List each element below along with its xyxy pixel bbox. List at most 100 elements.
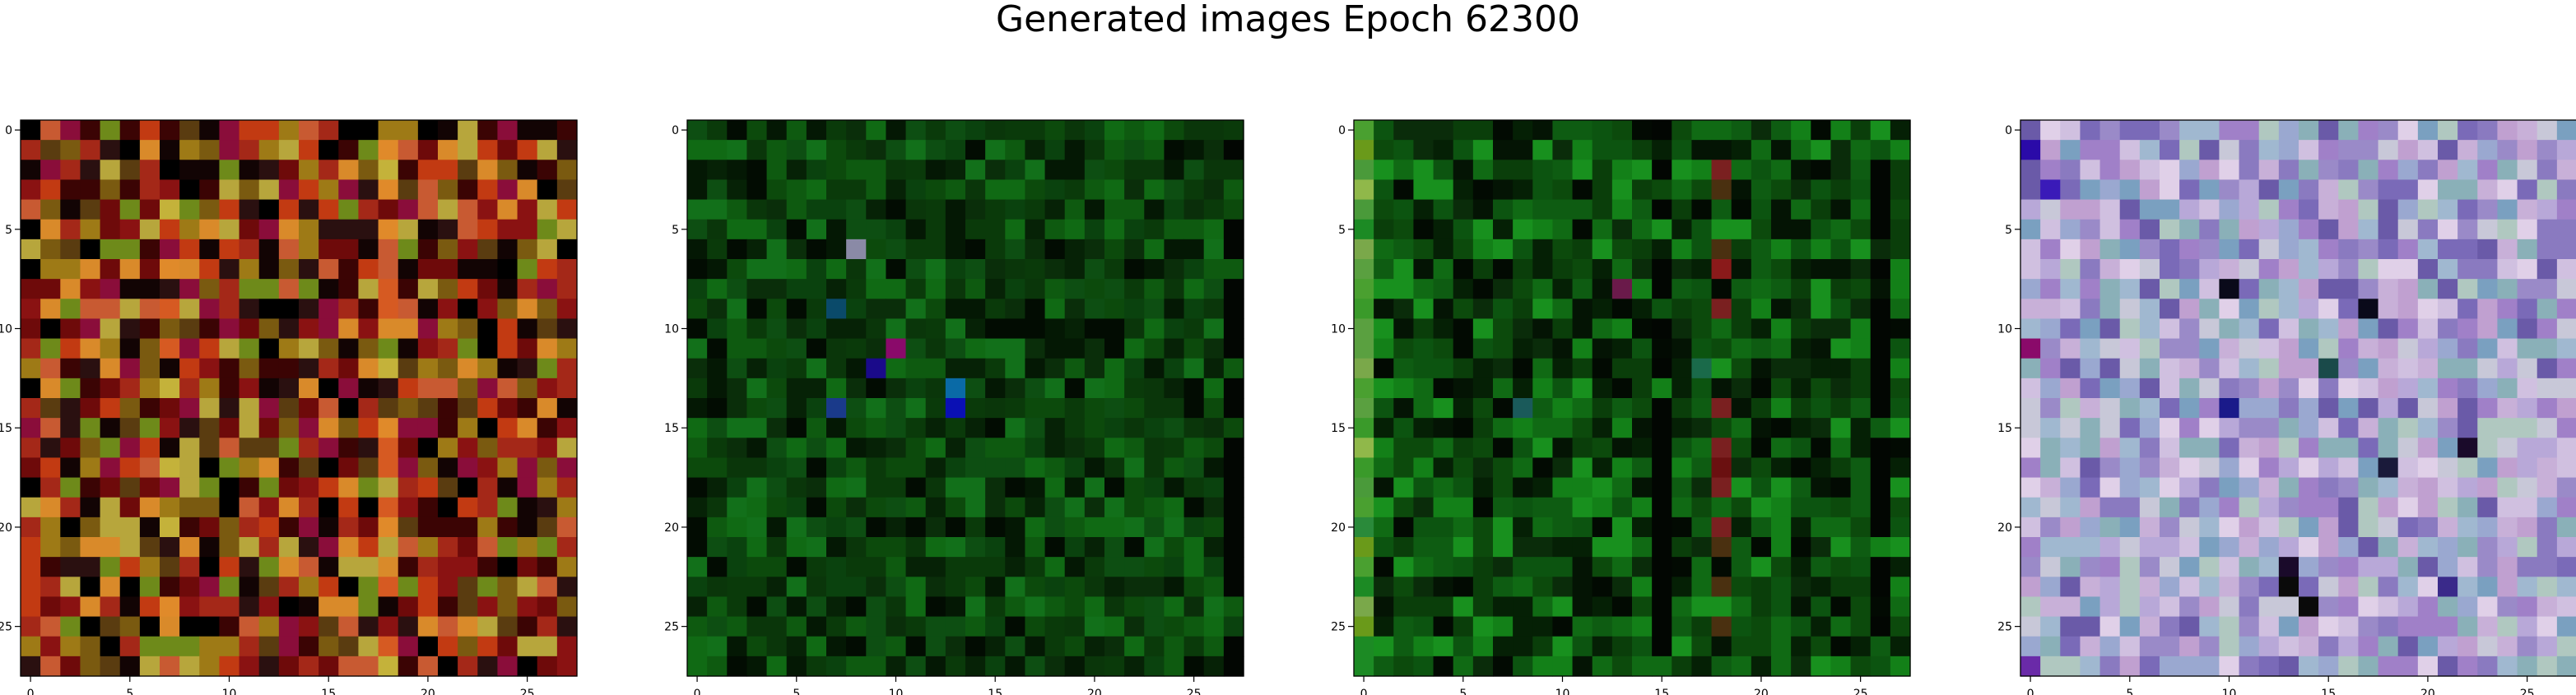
y-tick-label: 25 <box>1331 621 1346 634</box>
heatmap-cell <box>1751 497 1772 518</box>
heatmap-cell <box>179 636 200 657</box>
heatmap-cell <box>2517 239 2538 260</box>
heatmap-cell <box>2378 636 2399 657</box>
heatmap-cell <box>1811 259 1832 280</box>
heatmap-cell <box>100 219 121 240</box>
heatmap-cell <box>2258 358 2280 379</box>
heatmap-cell <box>1731 239 1752 260</box>
heatmap-cell <box>2299 596 2319 618</box>
heatmap-cell <box>299 338 319 359</box>
heatmap-cell <box>319 537 339 558</box>
heatmap-cell <box>2397 140 2419 160</box>
heatmap-cell <box>746 596 768 618</box>
heatmap-cell <box>1124 636 1145 657</box>
heatmap-cell <box>1811 378 1832 399</box>
heatmap-cell <box>2417 179 2439 201</box>
heatmap-cell <box>417 378 439 399</box>
heatmap-cell <box>2278 596 2299 618</box>
heatmap-cell <box>2397 577 2419 598</box>
heatmap-cell <box>766 378 788 399</box>
heatmap-cell <box>278 199 300 220</box>
heatmap-cell <box>517 199 538 220</box>
heatmap-cell <box>1144 457 1165 479</box>
heatmap-cell <box>219 318 240 340</box>
heatmap-cell <box>40 596 61 618</box>
heatmap-cell <box>21 358 41 379</box>
heatmap-cell <box>1124 338 1145 359</box>
heatmap-cell <box>60 577 81 598</box>
heatmap-cell <box>2477 537 2499 558</box>
heatmap-cell <box>1025 418 1046 438</box>
heatmap-cell <box>1811 299 1832 320</box>
heatmap-cell <box>1453 497 1474 518</box>
heatmap-cell <box>1493 378 1514 399</box>
heatmap-cell <box>2358 279 2379 299</box>
heatmap-cell <box>2457 239 2478 260</box>
heatmap-cell <box>1005 179 1026 201</box>
heatmap-cell <box>2258 279 2280 299</box>
heatmap-cell <box>398 239 419 260</box>
heatmap-cell <box>2477 477 2499 498</box>
heatmap-cell <box>2517 557 2538 577</box>
heatmap-cell <box>2318 199 2339 220</box>
heatmap-cell <box>766 616 788 637</box>
heatmap-cell <box>1025 120 1046 141</box>
heatmap-cell <box>1104 477 1125 498</box>
heatmap-cell <box>1552 160 1574 181</box>
heatmap-cell <box>1124 557 1145 577</box>
heatmap-cell <box>239 636 260 657</box>
heatmap-cell <box>139 259 160 280</box>
heatmap-cell <box>1223 279 1244 299</box>
heatmap-cell <box>1611 577 1633 598</box>
heatmap-cell <box>1164 338 1185 359</box>
heatmap-cell <box>1830 636 1852 657</box>
heatmap-cell <box>2239 616 2260 637</box>
heatmap-cell <box>945 160 966 181</box>
heatmap-cell <box>1453 279 1474 299</box>
heatmap-cell <box>2080 378 2101 399</box>
heatmap-cell <box>1771 398 1792 419</box>
heatmap-cell <box>119 398 141 419</box>
heatmap-cell <box>1711 140 1732 160</box>
heatmap-cell <box>2358 299 2379 320</box>
heatmap-cell <box>1164 179 1185 201</box>
heatmap-cell <box>1183 299 1205 320</box>
heatmap-cell <box>517 577 538 598</box>
heatmap-cell <box>2278 517 2299 538</box>
heatmap-cell <box>1890 418 1911 438</box>
heatmap-cell <box>1632 497 1653 518</box>
heatmap-cell <box>1044 179 1066 201</box>
heatmap-cell <box>1870 120 1891 141</box>
heatmap-cell <box>139 338 160 359</box>
x-tick-label: 20 <box>421 688 435 695</box>
heatmap-cell <box>537 438 558 459</box>
heatmap-cell <box>826 557 847 577</box>
heatmap-cell <box>965 140 986 160</box>
heatmap-cell <box>358 537 379 558</box>
heatmap-cell <box>21 398 41 419</box>
heatmap-cell <box>2318 616 2339 637</box>
heatmap-cell <box>2239 438 2260 459</box>
heatmap-cell <box>1513 577 1533 598</box>
heatmap-cell <box>2438 438 2458 459</box>
heatmap-cell <box>319 358 339 379</box>
heatmap-cell <box>1084 338 1105 359</box>
y-tick-label: 15 <box>1997 422 2012 435</box>
heatmap-cell <box>278 259 300 280</box>
heatmap-cell <box>2040 557 2061 577</box>
heatmap-cell <box>707 338 728 359</box>
heatmap-cell <box>945 140 966 160</box>
heatmap-cell <box>1513 259 1533 280</box>
heatmap-cell <box>945 120 966 141</box>
heatmap-cell <box>1870 179 1891 201</box>
heatmap-cell <box>2318 596 2339 618</box>
heatmap-cell <box>199 438 221 459</box>
heatmap-cell <box>40 318 61 340</box>
heatmap-cell <box>1493 259 1514 280</box>
heatmap-cell <box>417 656 439 677</box>
heatmap-cell <box>1124 279 1145 299</box>
heatmap-cell <box>886 259 907 280</box>
heatmap-cell <box>1850 318 1872 340</box>
heatmap-cell <box>707 457 728 479</box>
heatmap-cell <box>746 636 768 657</box>
